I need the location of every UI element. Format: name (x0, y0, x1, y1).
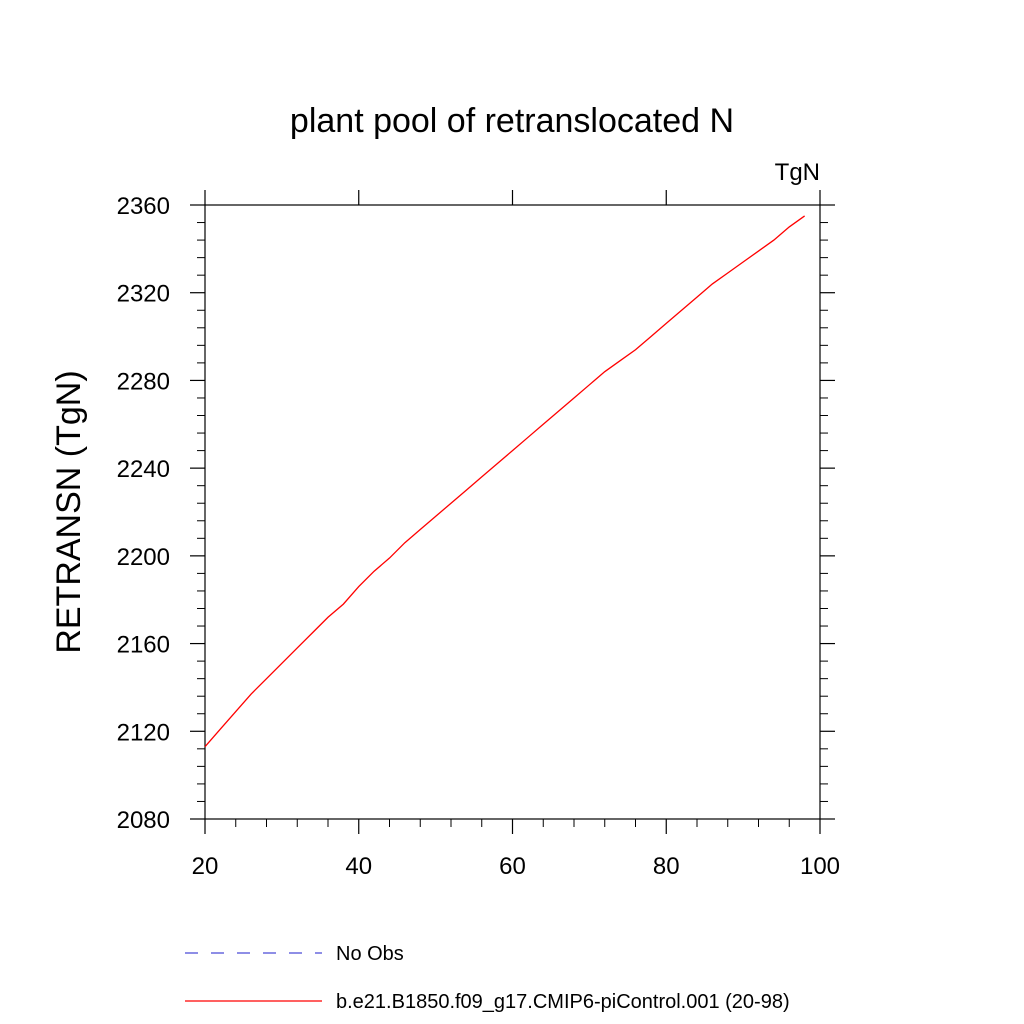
x-tick-label: 80 (653, 853, 680, 880)
plot-frame (204, 204, 821, 820)
units-label: TgN (775, 159, 820, 186)
series-layer (204, 215, 806, 748)
y-tick-label: 2160 (117, 632, 170, 659)
x-tick-label: 100 (800, 853, 840, 880)
y-tick-label: 2120 (117, 719, 170, 746)
y-axis-label: RETRANSN (TgN) (50, 370, 88, 653)
y-tick-label: 2240 (117, 456, 170, 483)
x-tick-label: 40 (345, 853, 372, 880)
legend: No Obs b.e21.B1850.f09_g17.CMIP6-piContr… (185, 943, 790, 1013)
x-tick-label: 20 (192, 853, 219, 880)
y-tick-label: 2320 (117, 281, 170, 308)
ticks-layer: 20 40 60 80 100 2080 2120 2160 2200 2240 2280 2320 2… (117, 190, 840, 880)
y-tick-label: 2360 (117, 193, 170, 220)
legend-label-control-run: b.e21.B1850.f09_g17.CMIP6-piControl.001 … (336, 991, 790, 1013)
x-tick-label: 60 (499, 853, 526, 880)
y-tick-label: 2280 (117, 368, 170, 395)
series-line-1 (204, 215, 806, 748)
legend-label-no-obs: No Obs (336, 943, 404, 965)
chart-title: plant pool of retranslocated N (290, 102, 734, 140)
y-tick-label: 2200 (117, 544, 170, 571)
y-tick-label: 2080 (117, 807, 170, 834)
